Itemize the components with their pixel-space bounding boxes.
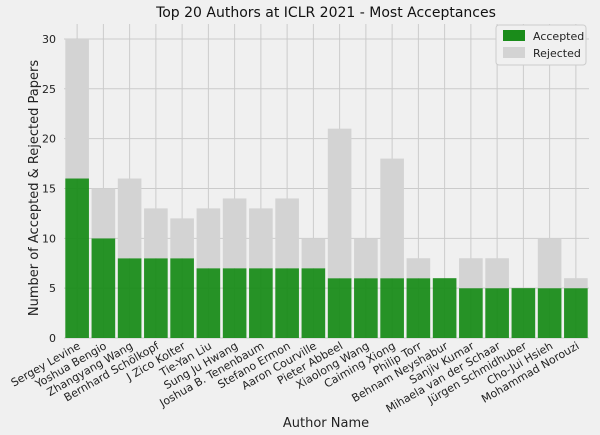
bar-accepted xyxy=(170,258,194,338)
bar-rejected xyxy=(327,128,352,279)
bar-rejected xyxy=(91,188,116,239)
legend-swatch-accepted xyxy=(503,30,525,41)
bar-rejected xyxy=(564,278,588,289)
y-tick-label: 20 xyxy=(42,133,56,146)
y-axis-title: Number of Accepted & Rejected Papers xyxy=(27,60,42,316)
bar-accepted xyxy=(301,268,326,338)
bar-rejected xyxy=(65,38,89,179)
bar-rejected xyxy=(249,208,273,269)
x-axis-title: Author Name xyxy=(283,416,369,431)
bar-rejected xyxy=(222,198,247,269)
y-tick-label: 10 xyxy=(42,232,56,245)
bar-accepted xyxy=(511,288,536,338)
bar-rejected xyxy=(537,238,562,289)
legend-swatch-rejected xyxy=(503,47,525,58)
bar-rejected xyxy=(170,218,194,259)
bar-rejected xyxy=(459,258,483,289)
bar-accepted xyxy=(196,268,221,338)
bar-accepted xyxy=(144,258,168,338)
bar-rejected xyxy=(275,198,299,269)
bar-accepted xyxy=(249,268,273,338)
y-tick-label: 5 xyxy=(49,282,56,295)
bar-accepted xyxy=(354,278,378,338)
bar-accepted xyxy=(406,278,431,338)
bar-accepted xyxy=(485,288,509,338)
bar-rejected xyxy=(485,258,509,289)
bar-accepted xyxy=(91,238,116,338)
bar-accepted xyxy=(65,178,89,338)
y-tick-label: 0 xyxy=(49,332,56,345)
bar-rejected xyxy=(117,178,142,259)
bars xyxy=(65,38,588,338)
bar-accepted xyxy=(275,268,299,338)
bar-rejected xyxy=(301,238,326,269)
bar-rejected xyxy=(380,158,404,279)
bar-rejected xyxy=(354,238,378,279)
bar-accepted xyxy=(564,288,588,338)
bar-accepted xyxy=(537,288,562,338)
bar-accepted xyxy=(222,268,247,338)
legend: Accepted Rejected xyxy=(495,24,587,66)
y-tick-labels: 0 5 10 15 20 25 30 xyxy=(42,33,56,345)
y-tick-label: 30 xyxy=(42,33,56,46)
bar-rejected xyxy=(196,208,221,269)
bar-accepted xyxy=(327,278,352,338)
bar-rejected xyxy=(406,258,431,279)
chart-title: Top 20 Authors at ICLR 2021 - Most Accep… xyxy=(155,5,496,21)
bar-accepted xyxy=(117,258,142,338)
legend-label-accepted: Accepted xyxy=(533,30,584,43)
legend-label-rejected: Rejected xyxy=(533,47,581,60)
bar-rejected xyxy=(144,208,168,259)
y-tick-label: 15 xyxy=(42,182,56,195)
bar-accepted xyxy=(432,278,457,338)
bar-accepted xyxy=(459,288,483,338)
y-tick-label: 25 xyxy=(42,83,56,96)
bar-accepted xyxy=(380,278,404,338)
